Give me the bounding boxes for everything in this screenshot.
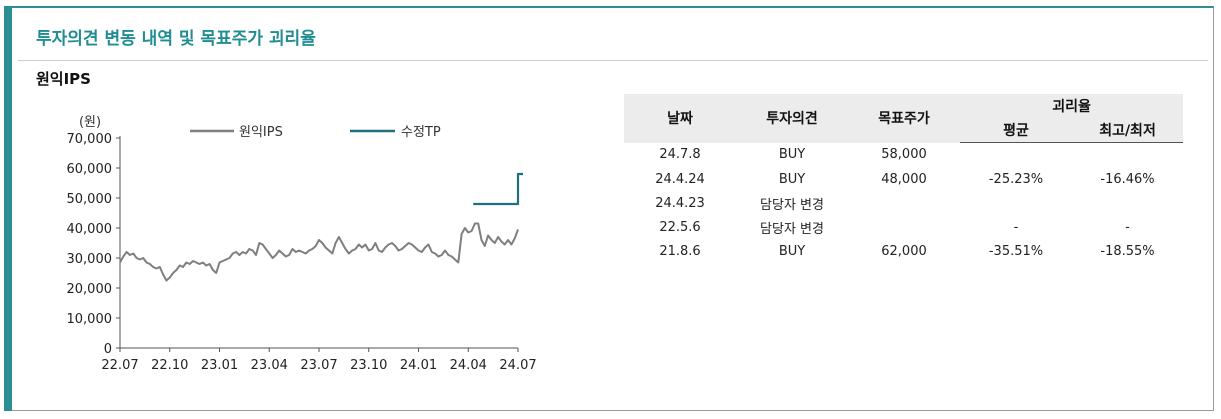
y-axis: 0 10,000 20,000 30,000 40,000 50,000 60,000 70,… xyxy=(67,132,121,357)
cell-opinion: BUY xyxy=(778,243,806,259)
chart-legend: 원익IPS 수정TP xyxy=(190,125,441,140)
title-divider xyxy=(18,60,1208,61)
page-title: 투자의견 변동 내역 및 목표주가 괴리율 xyxy=(36,29,316,49)
x-tick-label: 24.04 xyxy=(450,358,487,373)
cell-opinion: BUY xyxy=(778,147,806,163)
x-tick-label: 23.04 xyxy=(251,358,288,373)
legend-label-price: 원익IPS xyxy=(239,125,283,140)
col-header-gap: 괴리율 xyxy=(960,94,1184,118)
y-tick-label: 60,000 xyxy=(67,162,113,177)
x-axis: 22.07 22.10 23.01 23.04 23.07 23.10 24.01 24.04… xyxy=(101,347,537,373)
cell-date: 22.5.6 xyxy=(659,219,701,235)
table-row: 22.5.6 담당자 변경 - - xyxy=(624,215,1183,239)
cell-gap-average xyxy=(960,191,1072,215)
cell-gap-average: -35.51% xyxy=(988,243,1044,259)
x-tick-label: 22.10 xyxy=(151,358,188,373)
col-header-gap-average: 평균 xyxy=(960,118,1072,143)
cell-gap-average xyxy=(960,143,1072,168)
cell-gap-high-low: -18.55% xyxy=(1100,243,1155,259)
y-tick-label: 40,000 xyxy=(67,222,113,237)
cell-target: 62,000 xyxy=(881,243,927,259)
col-header-target: 목표주가 xyxy=(848,94,960,143)
cell-date: 21.8.6 xyxy=(659,243,701,259)
table-row: 24.7.8 BUY 58,000 xyxy=(624,143,1183,168)
cell-gap-high-low: -16.46% xyxy=(1100,171,1155,187)
accent-strip xyxy=(4,6,12,411)
cell-gap-high-low xyxy=(1072,191,1183,215)
cell-gap-high-low xyxy=(1072,143,1183,168)
cell-date: 24.4.24 xyxy=(655,171,705,187)
cell-gap-average: - xyxy=(1013,219,1019,235)
col-header-gap-high-low: 최고/최저 xyxy=(1072,118,1184,143)
table-row: 21.8.6 BUY 62,000 -35.51% -18.55% xyxy=(624,239,1183,263)
price-chart: (원) 0 10,000 20,000 30,000 40,000 50,000 60,00… xyxy=(67,115,537,373)
col-header-date: 날짜 xyxy=(624,94,736,143)
y-tick-label: 10,000 xyxy=(67,312,113,327)
x-tick-label: 23.01 xyxy=(201,358,238,373)
x-tick-label: 24.07 xyxy=(499,358,536,373)
cell-opinion: 담당자 변경 xyxy=(760,221,824,237)
cell-date: 24.7.8 xyxy=(659,147,701,163)
cell-target xyxy=(848,215,960,239)
y-tick-label: 20,000 xyxy=(67,282,113,297)
x-tick-label: 23.10 xyxy=(350,358,387,373)
col-header-opinion: 투자의견 xyxy=(736,94,848,143)
table-row: 24.4.23 담당자 변경 xyxy=(624,191,1183,215)
x-tick-label: 23.07 xyxy=(300,358,337,373)
y-tick-label: 50,000 xyxy=(67,192,113,207)
cell-target: 48,000 xyxy=(881,171,927,187)
y-tick-label: 70,000 xyxy=(67,132,113,147)
y-axis-unit: (원) xyxy=(79,115,101,130)
company-title: 원익IPS xyxy=(36,70,91,88)
x-tick-label: 22.07 xyxy=(101,358,138,373)
series-line-price xyxy=(119,222,519,282)
table-row: 24.4.24 BUY 48,000 -25.23% -16.46% xyxy=(624,167,1183,191)
y-tick-label: 30,000 xyxy=(67,252,113,267)
table-body: 24.7.8 BUY 58,000 24.4.24 BUY 48,000 -25.23% -1… xyxy=(624,143,1183,264)
y-tick-label: 0 xyxy=(104,342,112,357)
cell-date: 24.4.23 xyxy=(655,195,705,211)
cell-gap-high-low: - xyxy=(1125,219,1130,235)
chart-lines xyxy=(119,172,523,282)
cell-opinion: BUY xyxy=(778,171,806,187)
legend-label-tp: 수정TP xyxy=(401,125,441,140)
cell-gap-average: -25.23% xyxy=(988,171,1044,187)
cell-target xyxy=(848,191,960,215)
series-line-target-price xyxy=(473,172,523,206)
cell-opinion: 담당자 변경 xyxy=(760,197,824,213)
x-tick-label: 24.01 xyxy=(400,358,437,373)
cell-target: 58,000 xyxy=(881,147,927,163)
target-price-history-table: 날짜 투자의견 목표주가 괴리율 평균 최고/최저 24.7.8 BUY 58,00… xyxy=(624,94,1184,264)
